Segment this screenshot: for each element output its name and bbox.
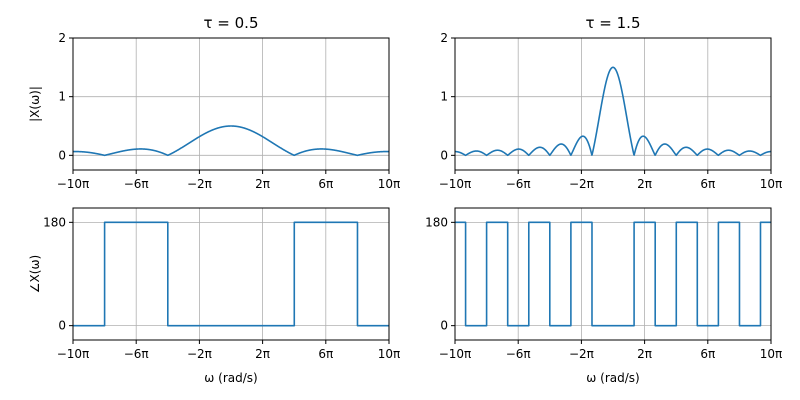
y-tick-label: 2 bbox=[440, 31, 448, 45]
x-tick-label: 10π bbox=[378, 177, 401, 191]
series-line bbox=[73, 221, 389, 327]
y-axis-label: |X(ω)| bbox=[28, 86, 42, 122]
x-tick-label: 10π bbox=[760, 347, 783, 361]
x-tick-label: −2π bbox=[569, 347, 594, 361]
x-tick-label: 10π bbox=[760, 177, 783, 191]
y-tick-label: 0 bbox=[58, 319, 66, 333]
x-tick-label: 2π bbox=[255, 177, 270, 191]
y-tick-label: 1 bbox=[58, 90, 66, 104]
subplot-3: −10π −6π −2π 2π 6π 10π 0 180 ω (rad/s) ∠X(ω) bbox=[28, 207, 401, 385]
x-axis-label: ω (rad/s) bbox=[204, 371, 257, 385]
y-tick-label: 0 bbox=[58, 148, 66, 162]
y-tick-label: 1 bbox=[440, 90, 448, 104]
x-tick-label: −2π bbox=[187, 347, 212, 361]
axes-frame bbox=[72, 37, 390, 171]
x-tick-label: 6π bbox=[318, 177, 333, 191]
x-tick-label: −6π bbox=[124, 347, 149, 361]
x-tick-label: −10π bbox=[439, 177, 472, 191]
x-tick-label: −10π bbox=[57, 347, 90, 361]
x-tick-label: 2π bbox=[255, 347, 270, 361]
subplot-1: −10π −6π −2π 2π 6π 10π 0 1 2 τ = 0.5 |X(ω)| bbox=[28, 14, 400, 191]
y-tick-label: 180 bbox=[425, 215, 448, 229]
subplot-2: −10π −6π −2π 2π 6π 10π 0 1 2 τ = 1.5 bbox=[439, 14, 783, 191]
subplot-title: τ = 1.5 bbox=[586, 14, 641, 32]
x-tick-label: −10π bbox=[439, 347, 472, 361]
x-tick-label: 6π bbox=[318, 347, 333, 361]
x-tick-label: −6π bbox=[506, 177, 531, 191]
x-tick-label: 2π bbox=[637, 347, 652, 361]
series-line bbox=[455, 66, 771, 157]
subplot-4: −10π −6π −2π 2π 6π 10π 0 180 ω (rad/s) bbox=[425, 207, 783, 385]
y-tick-label: 0 bbox=[440, 148, 448, 162]
subplot-title: τ = 0.5 bbox=[204, 14, 259, 32]
y-tick-label: 180 bbox=[43, 215, 66, 229]
x-tick-label: −10π bbox=[57, 177, 90, 191]
x-tick-label: 6π bbox=[700, 177, 715, 191]
x-tick-label: −6π bbox=[124, 177, 149, 191]
x-tick-label: 6π bbox=[700, 347, 715, 361]
x-tick-label: −2π bbox=[187, 177, 212, 191]
y-tick-label: 2 bbox=[58, 31, 66, 45]
x-tick-label: −6π bbox=[506, 347, 531, 361]
x-tick-label: 10π bbox=[378, 347, 401, 361]
series-line bbox=[455, 221, 771, 327]
axes-frame bbox=[454, 37, 772, 171]
x-axis-label: ω (rad/s) bbox=[586, 371, 639, 385]
y-tick-label: 0 bbox=[440, 319, 448, 333]
x-tick-label: −2π bbox=[569, 177, 594, 191]
y-axis-label: ∠X(ω) bbox=[28, 255, 42, 293]
x-tick-label: 2π bbox=[637, 177, 652, 191]
series-line bbox=[73, 125, 389, 157]
axes-frame bbox=[454, 207, 772, 341]
axes-frame bbox=[72, 207, 390, 341]
